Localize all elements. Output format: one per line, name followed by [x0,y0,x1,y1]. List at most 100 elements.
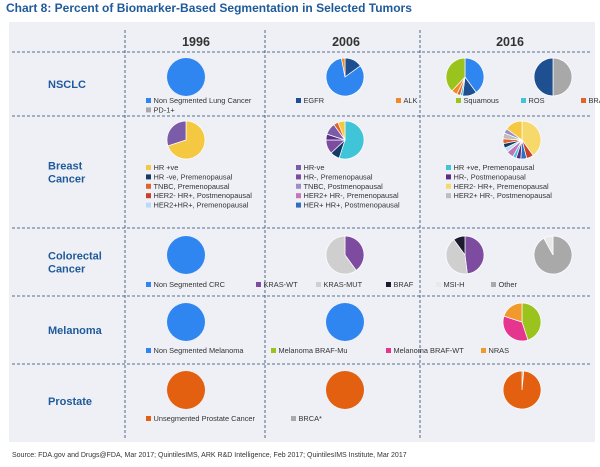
legend-swatch [146,165,151,170]
legend-item-other: Other [491,280,518,289]
legend-label: Other [499,280,518,289]
legend-item-braf: BRAF [581,96,600,105]
legend-label: Unsegmented Prostate Cancer [154,414,256,423]
legend-swatch [491,282,496,287]
legend-swatch [396,98,401,103]
pie-slice-unsegmented-prostate-cancer [502,370,542,410]
pie-slice-non-segmented-lung-cancer [325,57,365,97]
year-header: 2006 [332,35,360,49]
legend-item-melanoma-braf-wt: Melanoma BRAF-WT [386,346,464,355]
legend-label: PD-1+ [154,105,175,114]
legend-item-msi-h: MSI-H [436,280,464,289]
legends: Non Segmented Lung Cancer EGFR ALK Squamous… [146,96,600,423]
legend-swatch [456,98,461,103]
pie-slice-hr-ve [506,120,523,141]
legend-swatch [386,348,391,353]
legend-swatch [521,98,526,103]
pie-slice-melanoma-braf-mu [521,302,542,341]
legend-label: NRAS [489,346,510,355]
legend-item-melanoma-braf-mu: Melanoma BRAF-Mu [271,346,348,355]
legend-swatch [316,282,321,287]
pie-slice-kras-mut [445,239,468,275]
legend-label: MSI-H [444,280,465,289]
legend-label: KRAS-WT [264,280,299,289]
legend-item-hr-ve-premenopausal: HR -ve, Premenopausal [146,172,233,181]
legend-item-brca: BRCA* [291,414,322,423]
legend-label: HR-, Postmenopausal [454,172,527,181]
legend-label: HR +ve [154,163,179,172]
grid-lines [12,30,592,438]
legend-item-tnbc-premenopausal: TNBC, Premenopausal [146,182,230,191]
legend-item-her2-hr-premenopausal: HER2- HR+, Premenopausal [446,182,549,191]
pie-nsclc-2 [445,57,485,97]
pie-prostate-0 [167,371,205,409]
legend-swatch [146,98,151,103]
legend-item-her2-hr-postmenopausal: HER2- HR+, Postmenopausal [146,191,252,200]
legend-label: Squamous [464,96,500,105]
row-labels: NSCLC Breast Cancer Colorectal Cancer Melanom… [48,79,103,408]
pie-colorectal-cancer-0 [167,236,205,274]
legend-swatch [256,282,261,287]
legend-item-hr-premenopausal: HR-, Premenopausal [296,172,373,181]
pie-slice-braf [453,235,466,257]
legend-swatch [146,348,151,353]
row-label: NSCLC [48,79,86,91]
legend-label: HR-, Premenopausal [304,172,373,181]
legend-swatch [146,202,151,208]
pie-prostate-2 [502,370,542,410]
legend-swatch [146,174,151,180]
pie-slice-unsegmented-prostate-cancer [167,371,205,409]
legend-item-her-hr-postmenopausal: HER+ HR+, Postmenopausal [296,201,400,210]
pie-nsclc-1 [325,57,365,97]
legend-swatch [146,183,151,189]
legend-swatch [296,165,301,170]
legend-item-ros: ROS [521,96,545,105]
pie-nsclc-3 [533,57,573,97]
pie-slice-alk [341,57,346,78]
legend-swatch [296,174,301,180]
pie-slice-hr-ve [166,120,187,147]
legend-swatch [446,174,451,180]
legend-item-tnbc-postmenopausal: TNBC, Postmenopausal [296,182,383,191]
legend-item-hr-ve: HR-ve [296,163,324,172]
pie-melanoma-1 [326,303,364,341]
legend-item-braf: BRAF [386,280,414,289]
pie-nsclc-0 [167,58,205,96]
row-label: Melanoma [48,325,103,337]
legend-label: Non Segmented CRC [154,280,226,289]
pie-slice-non-segmented-lung-cancer [167,58,205,96]
pie-slice-squamous [445,57,466,92]
legend-swatch [296,183,301,189]
row-label: Colorectal Cancer [48,251,102,276]
legend-swatch [386,282,391,287]
chart-panel [9,22,595,442]
legend-item-nras: NRAS [481,346,509,355]
pie-colorectal-cancer-3 [533,235,573,275]
legend-item-her2-hr-premenopausal: HER2+ HR-, Premenopausal [296,191,399,200]
pie-charts [166,57,573,410]
legend-label: KRAS-MUT [324,280,363,289]
legend-item-hr-postmenopausal: HR-, Postmenopausal [446,172,526,181]
legend-label: HER2- HR+, Postmenopausal [154,191,253,200]
pie-slice-egfr [533,57,554,97]
pie-slice-non-segmented-crc [167,236,205,274]
legend-label: TNBC, Postmenopausal [304,182,384,191]
legend-label: Non Segmented Melanoma [154,346,245,355]
pie-slice-non-segmented-melanoma [167,303,205,341]
legend-item-non-segmented-crc: Non Segmented CRC [146,280,226,289]
pie-slice-kras-mut [325,235,357,275]
pie-colorectal-cancer-1 [325,235,365,275]
legend-label: Non Segmented Lung Cancer [154,96,252,105]
legend-swatch [296,98,301,103]
legend-label: HER+ HR+, Postmenopausal [304,201,400,210]
pie-slice-hr-ve [337,120,346,141]
legend-label: EGFR [304,96,325,105]
legend-item-non-segmented-melanoma: Non Segmented Melanoma [146,346,244,355]
legend-swatch [146,107,151,113]
legend-label: HER2+HR+, Premenopausal [154,201,249,210]
legend-label: Melanoma BRAF-WT [394,346,465,355]
legend-label: HER2+ HR-, Premenopausal [304,191,399,200]
legend-swatch [271,348,276,353]
